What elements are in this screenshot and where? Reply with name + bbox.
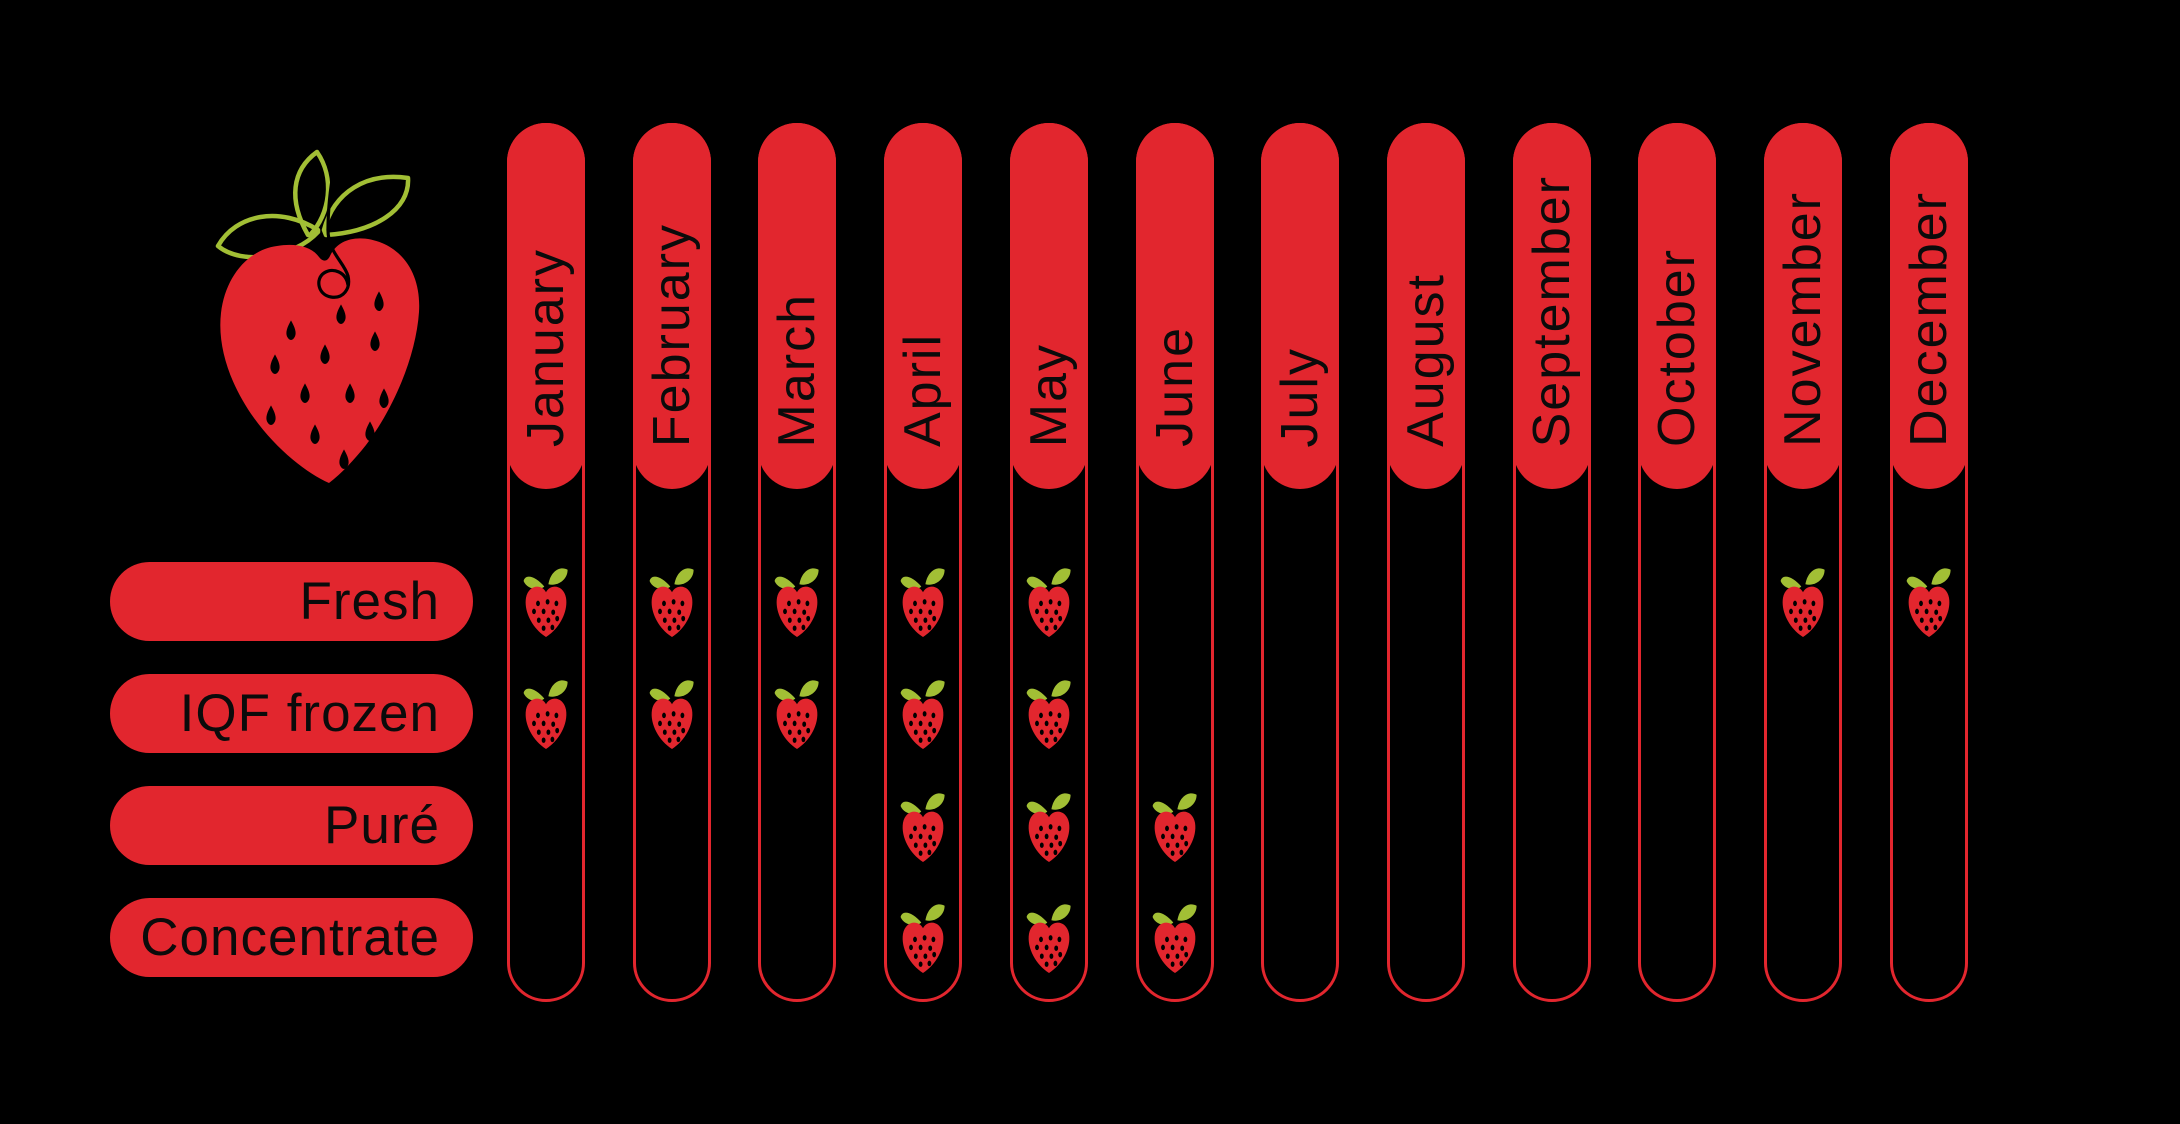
month-header: February bbox=[633, 123, 711, 489]
strawberry-logo bbox=[215, 149, 420, 483]
strawberry-marker-icon bbox=[899, 561, 947, 641]
strawberry-marker-icon bbox=[1025, 561, 1073, 641]
strawberry-marker-icon bbox=[899, 673, 947, 753]
month-label: June bbox=[1146, 326, 1204, 447]
logo-stem bbox=[317, 166, 351, 299]
strawberry-marker-icon bbox=[522, 673, 570, 753]
month-column: July bbox=[1261, 123, 1339, 1002]
month-header: January bbox=[507, 123, 585, 489]
strawberry-marker-icon bbox=[1905, 561, 1953, 641]
strawberry-marker-icon bbox=[899, 897, 947, 977]
month-header: December bbox=[1890, 123, 1968, 489]
month-header: October bbox=[1638, 123, 1716, 489]
row-label-pure: Puré bbox=[110, 786, 473, 865]
month-header: May bbox=[1010, 123, 1088, 489]
month-label: October bbox=[1648, 248, 1706, 447]
month-header: July bbox=[1261, 123, 1339, 489]
row-label-text: Fresh bbox=[299, 572, 440, 631]
month-header: September bbox=[1513, 123, 1591, 489]
row-label-text: IQF frozen bbox=[179, 684, 440, 743]
strawberry-marker-icon bbox=[773, 673, 821, 753]
month-column: August bbox=[1387, 123, 1465, 1002]
month-label: February bbox=[643, 222, 701, 447]
month-column: May bbox=[1010, 123, 1088, 1002]
strawberry-marker-icon bbox=[1025, 897, 1073, 977]
month-label: March bbox=[768, 292, 826, 447]
month-column: January bbox=[507, 123, 585, 1002]
month-column: June bbox=[1136, 123, 1214, 1002]
month-label: December bbox=[1900, 191, 1958, 447]
month-column: December bbox=[1890, 123, 1968, 1002]
row-label-text: Concentrate bbox=[140, 908, 440, 967]
strawberry-marker-icon bbox=[1025, 673, 1073, 753]
month-header: June bbox=[1136, 123, 1214, 489]
row-label-text: Puré bbox=[324, 796, 440, 855]
row-label-fresh: Fresh bbox=[110, 562, 473, 641]
strawberry-marker-icon bbox=[773, 561, 821, 641]
month-label: January bbox=[517, 248, 575, 447]
month-header: November bbox=[1764, 123, 1842, 489]
month-column: March bbox=[758, 123, 836, 1002]
month-header: April bbox=[884, 123, 962, 489]
logo-leaf-right bbox=[321, 174, 411, 238]
month-label: July bbox=[1271, 346, 1329, 447]
strawberry-marker-icon bbox=[522, 561, 570, 641]
strawberry-marker-icon bbox=[1025, 786, 1073, 866]
strawberry-marker-icon bbox=[1151, 786, 1199, 866]
month-label: September bbox=[1523, 174, 1581, 447]
logo-seeds bbox=[266, 291, 389, 469]
strawberry-marker-icon bbox=[1151, 897, 1199, 977]
month-column: November bbox=[1764, 123, 1842, 1002]
month-label: November bbox=[1774, 191, 1832, 447]
row-label-concentrate: Concentrate bbox=[110, 898, 473, 977]
logo-leaf-top bbox=[293, 149, 331, 238]
month-column: October bbox=[1638, 123, 1716, 1002]
month-label: August bbox=[1397, 273, 1455, 447]
row-label-iqf-frozen: IQF frozen bbox=[110, 674, 473, 753]
month-label: May bbox=[1020, 342, 1078, 447]
month-column: February bbox=[633, 123, 711, 1002]
month-label: April bbox=[894, 332, 952, 447]
month-header: March bbox=[758, 123, 836, 489]
month-column: September bbox=[1513, 123, 1591, 1002]
month-column: April bbox=[884, 123, 962, 1002]
month-header: August bbox=[1387, 123, 1465, 489]
strawberry-marker-icon bbox=[648, 561, 696, 641]
strawberry-marker-icon bbox=[648, 673, 696, 753]
strawberry-marker-icon bbox=[1779, 561, 1827, 641]
strawberry-marker-icon bbox=[899, 786, 947, 866]
